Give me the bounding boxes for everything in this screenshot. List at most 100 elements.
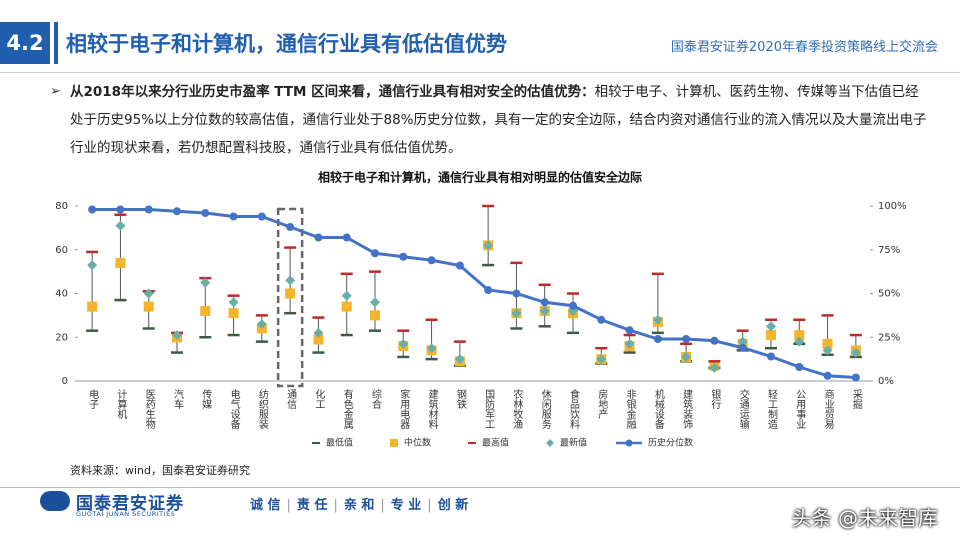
line-point — [823, 371, 832, 380]
x-tick-label: 计算机 — [115, 388, 127, 420]
diamond-marker — [596, 354, 607, 365]
source-note: 资料来源：wind，国泰君安证券研究 — [70, 464, 251, 477]
slogan-separator: | — [333, 498, 338, 513]
x-tick-label: 医药生物 — [143, 389, 155, 430]
diamond-marker — [172, 330, 182, 341]
chart: 相较于电子和计算机，通信行业具有相对明显的估值安全边际 0 20 40 60 80 0% 2… — [55, 170, 907, 449]
line-point — [625, 326, 634, 335]
slogan: 诚 信 | 责 任 | 亲 和 | 专 业 | 创 新 — [250, 494, 468, 513]
line-point — [399, 252, 408, 261]
line-point — [851, 373, 860, 382]
bullet-arrow: ➢ — [50, 84, 61, 99]
square-marker — [285, 288, 296, 299]
x-tick-label: 电子 — [87, 388, 99, 409]
diamond-marker — [370, 297, 380, 308]
x-tick-label: 非银金融 — [624, 389, 636, 430]
diamond-marker — [483, 240, 494, 251]
line-point — [710, 336, 719, 345]
x-tick-label: 国防军工 — [483, 389, 495, 429]
diamond-marker — [398, 338, 409, 349]
line-point — [455, 261, 464, 270]
diamond-marker — [454, 354, 465, 365]
line-point — [597, 315, 606, 324]
square-marker — [822, 338, 833, 349]
x-tick-label: 有色金属 — [341, 388, 353, 430]
line-point — [173, 207, 181, 216]
y2-tick-label: 0% — [878, 376, 894, 387]
x-tick-label: 汽车 — [172, 388, 184, 410]
diamond-marker — [652, 314, 663, 325]
x-tick-label: 通信 — [285, 389, 297, 410]
slogan-item: 责 任 — [296, 498, 328, 513]
line-point — [512, 289, 521, 298]
legend-swatch — [546, 439, 554, 447]
line-point — [257, 212, 266, 221]
y2-tick-label: 100% — [878, 201, 907, 212]
x-tick-label: 电气设备 — [228, 388, 240, 430]
line-point — [286, 223, 295, 231]
line-point — [682, 335, 691, 343]
slide-title: 相较于电子和计算机，通信行业具有低估值优势 — [66, 32, 507, 56]
diamond-marker — [681, 351, 692, 362]
line-point — [342, 233, 351, 242]
square-marker — [200, 306, 211, 316]
line-point — [314, 233, 323, 242]
y-tick-label: 20 — [55, 332, 68, 343]
logo-english: GUOTAI JUNAN SECURITIES — [76, 510, 176, 518]
square-marker — [313, 334, 324, 345]
slogan-item: 专 业 — [390, 498, 422, 513]
chart-title: 相较于电子和计算机，通信行业具有相对明显的估值安全边际 — [318, 170, 642, 185]
line-point — [484, 286, 493, 294]
x-tick-label: 综合 — [370, 388, 382, 410]
logo-mark — [40, 491, 70, 511]
bullet-body: 相较于电子、计算机、医药生物、传媒等当下估值已经处于历史95%以上分位数的较高估… — [70, 84, 927, 156]
x-tick-label: 农林牧渔 — [511, 388, 523, 430]
bullet-bold: 从2018年以来分行业历史市盈率 TTM 区间来看，通信行业具有相对安全的估值优… — [70, 84, 595, 100]
line-point — [795, 363, 804, 371]
diamond-marker — [766, 321, 776, 332]
legend-label: 最新值 — [560, 437, 587, 449]
x-tick-label: 家用电器 — [398, 388, 410, 430]
x-tick-label: 建筑装饰 — [681, 388, 693, 430]
square-marker — [794, 330, 805, 341]
line-point — [653, 335, 662, 343]
diamond-marker — [313, 327, 324, 338]
x-tick-label: 纺织服装 — [256, 388, 268, 430]
diamond-marker — [794, 336, 805, 347]
square-marker — [115, 257, 126, 268]
line-point — [569, 301, 577, 310]
legend-swatch — [625, 439, 633, 447]
y-tick-label: 60 — [55, 245, 68, 256]
y-tick-label: 0 — [62, 376, 68, 387]
diamond-marker — [426, 343, 437, 354]
diamond-marker — [511, 308, 522, 319]
bullet-text: 从2018年以来分行业历史市盈率 TTM 区间来看，通信行业具有相对安全的估值优… — [52, 78, 930, 162]
slogan-item: 亲 和 — [343, 498, 375, 513]
line-point — [201, 209, 210, 217]
diamond-marker — [87, 260, 98, 271]
x-tick-label: 机械设备 — [652, 388, 664, 430]
x-tick-label: 房地产 — [596, 388, 608, 420]
logo-text: 国泰君安证券 — [76, 494, 184, 514]
diamond-marker — [256, 319, 267, 330]
accent-bar — [54, 22, 58, 64]
x-tick-label: 交通运输 — [737, 388, 749, 430]
diamond-marker — [737, 336, 748, 347]
square-marker — [228, 308, 239, 319]
legend-swatch — [390, 439, 398, 447]
square-marker — [143, 301, 154, 312]
diamond-marker — [624, 338, 635, 349]
diamond-marker — [539, 306, 550, 316]
line-point — [427, 256, 436, 265]
x-tick-label: 建筑材料 — [426, 388, 438, 430]
diamond-marker — [822, 345, 833, 356]
diamond-marker — [228, 297, 239, 308]
x-tick-label: 食品饮料 — [568, 388, 580, 430]
legend-label: 最低值 — [326, 437, 353, 449]
y-tick-label: 40 — [55, 289, 68, 300]
x-tick-label: 商业贸易 — [822, 388, 834, 430]
square-marker — [370, 310, 380, 321]
x-tick-label: 公用事业 — [794, 389, 806, 429]
diamond-marker — [709, 362, 720, 373]
x-tick-label: 采掘 — [850, 389, 862, 410]
